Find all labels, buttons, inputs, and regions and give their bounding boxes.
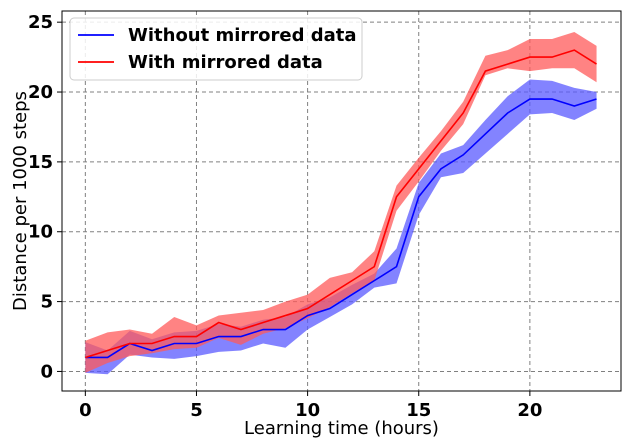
- x-axis-label: Learning time (hours): [244, 418, 439, 439]
- x-tick-label: 15: [406, 400, 431, 421]
- y-tick-label: 5: [40, 292, 53, 313]
- y-tick-label: 20: [28, 82, 53, 103]
- series-lines: [85, 49, 597, 359]
- y-tick-label: 10: [28, 222, 53, 243]
- confidence-band-0: [85, 79, 597, 375]
- y-axis-ticks: 0 5 10 15 20 25: [28, 12, 62, 382]
- x-tick-label: 0: [79, 400, 92, 421]
- x-tick-label: 20: [517, 400, 542, 421]
- y-tick-label: 15: [28, 152, 53, 173]
- plot-frame: [61, 10, 622, 392]
- legend-box: [69, 17, 363, 81]
- x-axis-ticks: 0 5 10 15 20: [79, 391, 542, 421]
- series-line-0: [85, 98, 597, 359]
- x-tick-label: 10: [295, 400, 320, 421]
- confidence-band-1: [85, 31, 597, 373]
- y-axis-label: Distance per 1000 steps: [10, 91, 31, 311]
- y-tick-label: 0: [40, 361, 53, 382]
- legend-label-1: With mirrored data: [128, 52, 323, 73]
- y-tick-label: 25: [28, 12, 53, 33]
- series-line-1: [85, 49, 597, 359]
- confidence-bands: [85, 31, 597, 375]
- legend: Without mirrored data With mirrored data: [69, 17, 363, 81]
- legend-label-0: Without mirrored data: [128, 25, 357, 46]
- x-tick-label: 5: [190, 400, 203, 421]
